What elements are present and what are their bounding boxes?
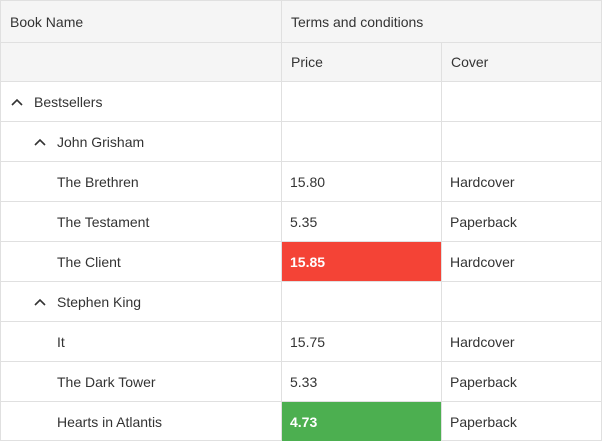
price-cell: 15.75 (282, 322, 442, 361)
column-header-book-name[interactable]: Book Name (1, 1, 282, 43)
group-cell: John Grisham (1, 122, 282, 161)
price-cell: 15.80 (282, 162, 442, 201)
book-name-cell: Hearts in Atlantis (1, 402, 282, 441)
empty-cell (442, 82, 601, 121)
book-name-cell: The Client (1, 242, 282, 281)
price-cell: 5.33 (282, 362, 442, 401)
group-cell: Bestsellers (1, 82, 282, 121)
cover-cell: Hardcover (450, 253, 515, 270)
book-name-cell: It (1, 322, 282, 361)
chevron-up-icon[interactable] (33, 295, 47, 309)
cover-cell: Paperback (450, 413, 517, 430)
cover-cell: Paperback (450, 213, 517, 230)
column-header-price[interactable]: Price (282, 43, 442, 81)
empty-cell (282, 82, 442, 121)
column-header-cover[interactable]: Cover (451, 54, 489, 70)
group-cell: Stephen King (1, 282, 282, 321)
table-row[interactable]: It 15.75 Hardcover (1, 321, 601, 361)
table-row[interactable]: The Dark Tower 5.33 Paperback (1, 361, 601, 401)
book-name-cell: The Testament (1, 202, 282, 241)
group-row-john-grisham[interactable]: John Grisham (1, 121, 601, 161)
cover-cell: Hardcover (450, 333, 515, 350)
chevron-up-icon[interactable] (10, 95, 24, 109)
table-row[interactable]: The Client 15.85 Hardcover (1, 241, 601, 281)
column-header-spacer (1, 43, 282, 81)
group-label: Stephen King (57, 293, 142, 310)
group-row-bestsellers[interactable]: Bestsellers (1, 81, 601, 121)
table-row[interactable]: The Brethren 15.80 Hardcover (1, 161, 601, 201)
book-name-cell: The Brethren (1, 162, 282, 201)
chevron-up-icon[interactable] (33, 135, 47, 149)
cover-cell: Hardcover (450, 173, 515, 190)
grid-body: Bestsellers John Grisham The Brethren 15… (1, 81, 601, 441)
book-name-cell: The Dark Tower (1, 362, 282, 401)
group-label: Bestsellers (34, 93, 103, 110)
group-row-stephen-king[interactable]: Stephen King (1, 281, 601, 321)
empty-cell (282, 122, 442, 161)
price-cell-highlight-low: 4.73 (282, 402, 442, 441)
band-header-terms[interactable]: Terms and conditions (282, 1, 601, 43)
cover-cell: Paperback (450, 373, 517, 390)
empty-cell (442, 122, 601, 161)
group-label: John Grisham (57, 133, 145, 150)
price-cell-highlight-high: 15.85 (282, 242, 442, 281)
price-cell: 5.35 (282, 202, 442, 241)
table-row[interactable]: The Testament 5.35 Paperback (1, 201, 601, 241)
table-row[interactable]: Hearts in Atlantis 4.73 Paperback (1, 401, 601, 441)
empty-cell (282, 282, 442, 321)
empty-cell (442, 282, 601, 321)
grid-header: Book Name Terms and conditions Price Cov… (1, 1, 601, 81)
